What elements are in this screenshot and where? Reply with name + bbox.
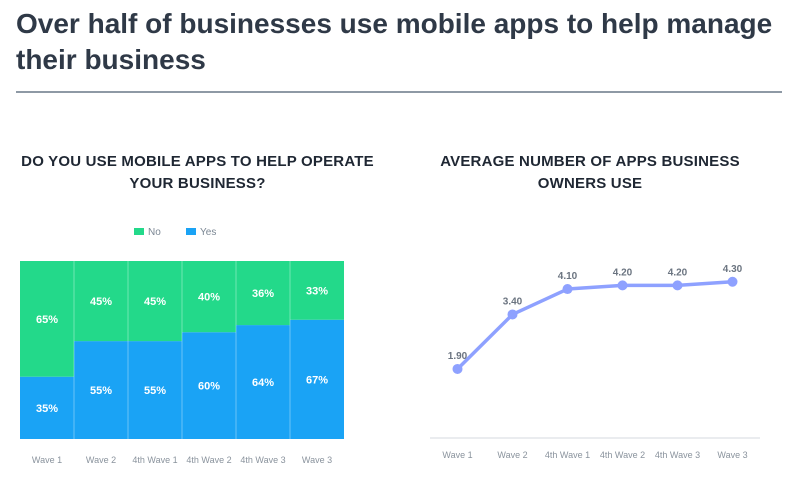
bar-segment-no bbox=[74, 261, 128, 342]
series-line bbox=[455, 280, 735, 371]
bar-segment-yes bbox=[128, 341, 182, 439]
legend-swatch-no bbox=[134, 228, 144, 235]
bar-segment-yes bbox=[182, 332, 236, 439]
bar-segment-no bbox=[290, 261, 344, 320]
bar-segment-no bbox=[182, 261, 236, 333]
bar-segment-no bbox=[20, 261, 74, 377]
x-tick-label: Wave 2 bbox=[86, 455, 116, 465]
left-chart-title: DO YOU USE MOBILE APPS TO HELP OPERATE Y… bbox=[21, 153, 374, 192]
title-divider bbox=[16, 91, 782, 93]
bar-label-yes: 64% bbox=[252, 377, 274, 389]
data-point bbox=[562, 284, 573, 295]
point-label: 1.90 bbox=[448, 351, 468, 362]
data-point bbox=[727, 276, 738, 287]
bar-segment-yes bbox=[236, 325, 290, 439]
point-label: 4.10 bbox=[558, 271, 578, 282]
x-tick-label: 4th Wave 1 bbox=[132, 455, 177, 465]
data-point bbox=[452, 363, 463, 374]
bar-label-no: 36% bbox=[252, 288, 274, 300]
bar-label-yes: 60% bbox=[198, 381, 220, 393]
x-tick-label: 4th Wave 1 bbox=[545, 450, 590, 460]
x-tick-label: 4th Wave 2 bbox=[600, 450, 645, 460]
x-tick-label: Wave 1 bbox=[442, 450, 472, 460]
data-point bbox=[507, 309, 518, 320]
bar-label-yes: 35% bbox=[36, 403, 58, 415]
bar-label-no: 40% bbox=[198, 292, 220, 304]
x-tick-label: Wave 2 bbox=[497, 450, 527, 460]
x-tick-label: Wave 3 bbox=[717, 450, 747, 460]
point-label: 4.20 bbox=[613, 267, 633, 278]
legend-label-yes: Yes bbox=[200, 227, 216, 238]
bar-label-no: 33% bbox=[306, 285, 328, 297]
x-tick-label: 4th Wave 3 bbox=[240, 455, 285, 465]
legend-swatch-yes bbox=[186, 228, 196, 235]
bar-label-yes: 55% bbox=[144, 385, 166, 397]
bar-label-no: 45% bbox=[144, 296, 166, 308]
data-point bbox=[617, 280, 628, 291]
bar-segment-yes bbox=[20, 376, 74, 439]
page-title: Over half of businesses use mobile apps … bbox=[16, 8, 773, 75]
bar-segment-yes bbox=[74, 341, 128, 439]
data-point bbox=[672, 280, 683, 291]
point-label: 4.30 bbox=[723, 264, 743, 275]
bar-segment-no bbox=[236, 261, 290, 326]
bar-segment-no bbox=[128, 261, 182, 342]
x-tick-label: 4th Wave 3 bbox=[655, 450, 700, 460]
x-tick-label: 4th Wave 2 bbox=[186, 455, 231, 465]
x-tick-label: Wave 1 bbox=[32, 455, 62, 465]
point-label: 3.40 bbox=[503, 296, 523, 307]
bar-label-no: 65% bbox=[36, 314, 58, 326]
bar-label-yes: 55% bbox=[90, 385, 112, 397]
legend-label-no: No bbox=[148, 227, 161, 238]
right-chart-title: AVERAGE NUMBER OF APPS BUSINESS OWNERS U… bbox=[440, 153, 740, 192]
bar-label-yes: 67% bbox=[306, 374, 328, 386]
point-label: 4.20 bbox=[668, 267, 688, 278]
bar-label-no: 45% bbox=[90, 296, 112, 308]
bar-segment-yes bbox=[290, 319, 344, 439]
x-tick-label: Wave 3 bbox=[302, 455, 332, 465]
